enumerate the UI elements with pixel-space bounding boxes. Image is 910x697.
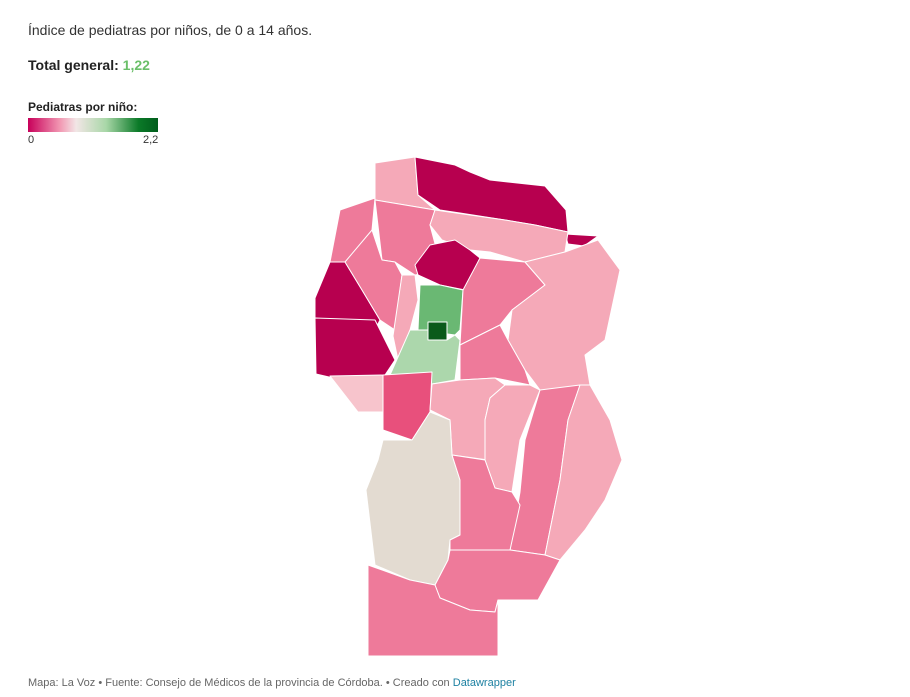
legend-max-label: 2,2: [143, 134, 159, 146]
legend-color-scale: [28, 118, 158, 132]
region-no-data[interactable]: [365, 411, 461, 586]
region-capital[interactable]: [427, 321, 448, 341]
region-south-west-small[interactable]: [329, 374, 386, 413]
footer-source: Mapa: La Voz • Fuente: Consejo de Médico…: [28, 677, 450, 689]
region-far-east[interactable]: [544, 384, 623, 561]
footer-credits: Mapa: La Voz • Fuente: Consejo de Médico…: [28, 677, 516, 689]
region-south-central-strip[interactable]: [484, 384, 541, 493]
region-west-lower[interactable]: [314, 317, 396, 381]
map-subtitle: Índice de pediatras por niños, de 0 a 14…: [28, 22, 313, 38]
total-value: 1,22: [122, 57, 150, 73]
datawrapper-link[interactable]: Datawrapper: [452, 677, 516, 689]
legend-title: Pediatras por niño:: [28, 100, 138, 114]
region-north-west[interactable]: [374, 156, 436, 211]
region-east[interactable]: [507, 239, 621, 391]
total-label: Total general:: [28, 57, 119, 73]
legend-min-label: 0: [28, 134, 35, 146]
total-general: Total general: 1,22: [28, 57, 150, 73]
region-south[interactable]: [367, 564, 499, 657]
